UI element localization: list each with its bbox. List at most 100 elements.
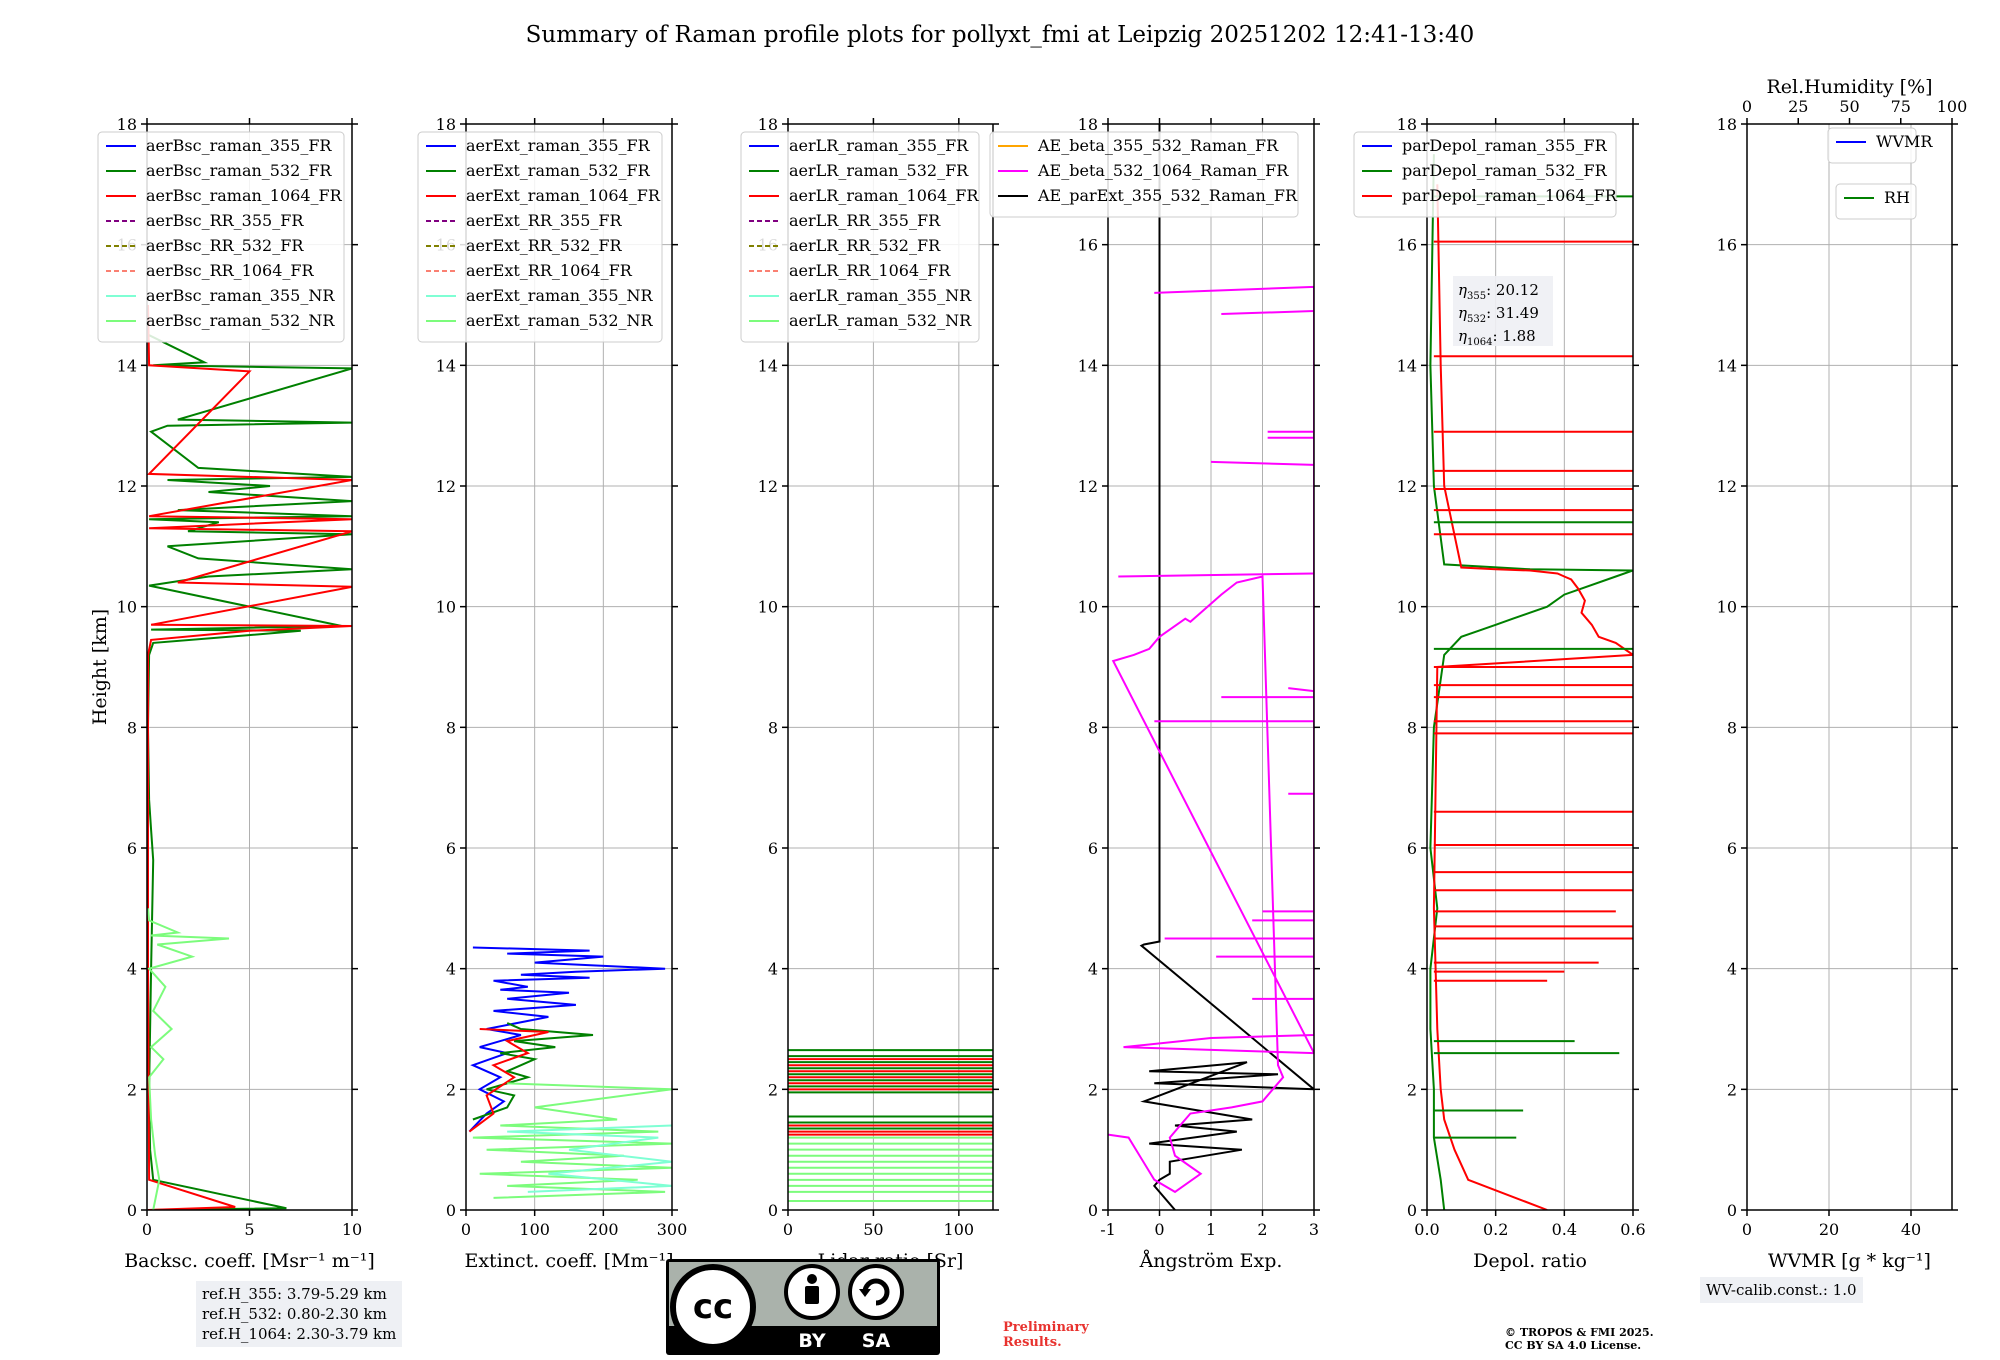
x-tick-label: 40 [1901, 1220, 1921, 1239]
legend-label: parDepol_raman_1064_FR [1402, 186, 1618, 205]
y-tick-label: 14 [1397, 356, 1417, 375]
y-tick-label: 0 [1407, 1201, 1417, 1220]
top-x-tick-label: 100 [1937, 97, 1968, 116]
y-tick-label: 6 [1407, 839, 1417, 858]
by-person-body [805, 1286, 819, 1304]
series-AE_beta_532_1064_Raman_FR [1108, 285, 1314, 1194]
panel-3-data [788, 1049, 993, 1202]
y-tick-label: 2 [1407, 1080, 1417, 1099]
x-tick-label: 0.2 [1483, 1220, 1508, 1239]
x-tick-label: 0 [783, 1220, 793, 1239]
legend-label: aerBsc_raman_532_FR [146, 161, 332, 180]
copyright-note: © TROPOS & FMI 2025. CC BY SA 4.0 Licens… [1505, 1326, 1654, 1352]
y-tick-label: 4 [768, 960, 778, 979]
series-aerBsc_raman_532_FR [147, 334, 352, 1210]
y-tick-label: 10 [1397, 598, 1417, 617]
y-tick-label: 10 [1078, 598, 1098, 617]
x-tick-label: 2 [1257, 1220, 1267, 1239]
y-tick-label: 2 [127, 1080, 137, 1099]
legend-box-rh [1835, 183, 1917, 220]
angstrom-segment [1118, 572, 1314, 578]
y-tick-label: 6 [1727, 839, 1737, 858]
legend-label: aerBsc_raman_532_NR [146, 311, 335, 330]
y-tick-label: 6 [446, 839, 456, 858]
wv-calibration-box: WV-calib.const.: 1.0 [1700, 1277, 1863, 1303]
y-tick-label: 18 [436, 115, 456, 134]
y-tick-label: 12 [758, 477, 778, 496]
angstrom-segment [1221, 310, 1314, 316]
legend-label: aerExt_raman_532_NR [466, 311, 654, 330]
lidar-constant-1064: η1064: 1.88 [1458, 327, 1536, 348]
cc-text: cc [693, 1287, 733, 1327]
series-aerExt_raman_532_NR [472, 1082, 672, 1199]
panel-4-data [1108, 124, 1314, 1210]
y-tick-label: 8 [1727, 718, 1737, 737]
y-tick-label: 0 [1088, 1201, 1098, 1220]
y-tick-label: 0 [768, 1201, 778, 1220]
top-x-tick-label: 75 [1891, 97, 1911, 116]
x-axis-label: WVMR [g * kg⁻¹] [1768, 1250, 1931, 1272]
y-tick-label: 0 [127, 1201, 137, 1220]
series-aerExt_raman_355_FR [468, 946, 666, 1133]
lidar-constant-355: η355: 20.12 [1458, 281, 1539, 302]
x-tick-label: 5 [244, 1220, 254, 1239]
y-tick-label: 12 [1078, 477, 1098, 496]
panel-1-data [147, 304, 352, 1210]
legend-label: aerExt_raman_1064_FR [466, 186, 661, 205]
x-axis-label: Ångström Exp. [1139, 1250, 1283, 1272]
y-tick-label: 2 [768, 1080, 778, 1099]
y-tick-label: 4 [446, 960, 456, 979]
legend-box [1353, 131, 1617, 218]
y-tick-label: 6 [127, 839, 137, 858]
y-tick-label: 10 [1717, 598, 1737, 617]
y-axis-label: Height [km] [89, 609, 111, 725]
legend-label: aerLR_RR_355_FR [789, 211, 941, 230]
ref-height-532: ref.H_532: 0.80-2.30 km [202, 1305, 387, 1323]
y-tick-label: 14 [1078, 356, 1098, 375]
x-tick-label: 50 [863, 1220, 883, 1239]
angstrom-segment [1288, 687, 1314, 693]
copyright-line-1: © TROPOS & FMI 2025. [1505, 1326, 1654, 1339]
preliminary-results-note: Preliminary Results. [1003, 1320, 1089, 1350]
y-tick-label: 0 [446, 1201, 456, 1220]
top-x-tick-label: 0 [1742, 97, 1752, 116]
legend-box [417, 131, 663, 343]
legend-label: aerExt_raman_355_NR [466, 286, 654, 305]
x-tick-label: 0 [1154, 1220, 1164, 1239]
legend-label: AE_parExt_355_532_Raman_FR [1037, 186, 1298, 205]
series-aerExt_raman_532_FR [472, 1022, 594, 1121]
y-tick-label: 10 [758, 598, 778, 617]
x-tick-label: 100 [519, 1220, 550, 1239]
series-parDepol_raman_1064_FR [1432, 184, 1633, 1210]
y-tick-label: 8 [1407, 718, 1417, 737]
cc-by-sa-license-logo: cc BY SA [666, 1259, 940, 1355]
x-tick-label: 0.6 [1620, 1220, 1645, 1239]
y-tick-label: 14 [758, 356, 778, 375]
legend-box [1827, 127, 1917, 164]
legend-label: RH [1884, 188, 1910, 207]
y-tick-label: 18 [1717, 115, 1737, 134]
legend-label: aerExt_RR_532_FR [466, 236, 623, 255]
series-aerBsc_raman_532_NR [147, 908, 230, 1210]
reference-heights-box: ref.H_355: 3.79-5.29 km ref.H_532: 0.80-… [196, 1281, 403, 1347]
legend-label: aerLR_raman_1064_FR [789, 186, 979, 205]
y-tick-label: 12 [1397, 477, 1417, 496]
legend-label: aerExt_RR_355_FR [466, 211, 623, 230]
x-tick-label: 1 [1206, 1220, 1216, 1239]
by-label: BY [798, 1330, 825, 1352]
y-tick-label: 0 [1727, 1201, 1737, 1220]
wv-calib-text: WV-calib.const.: 1.0 [1706, 1281, 1857, 1299]
figure-title: Summary of Raman profile plots for polly… [525, 22, 1475, 48]
preliminary-line-1: Preliminary [1003, 1320, 1089, 1335]
y-tick-label: 16 [1078, 236, 1098, 255]
y-tick-label: 14 [436, 356, 456, 375]
y-tick-label: 8 [127, 718, 137, 737]
legend-box [740, 131, 980, 343]
y-tick-label: 4 [1727, 960, 1737, 979]
legend-label: aerLR_RR_532_FR [789, 236, 941, 255]
x-tick-label: 20 [1819, 1220, 1839, 1239]
y-tick-label: 18 [117, 115, 137, 134]
y-tick-label: 4 [127, 960, 137, 979]
sa-arrow-arc [862, 1278, 890, 1306]
